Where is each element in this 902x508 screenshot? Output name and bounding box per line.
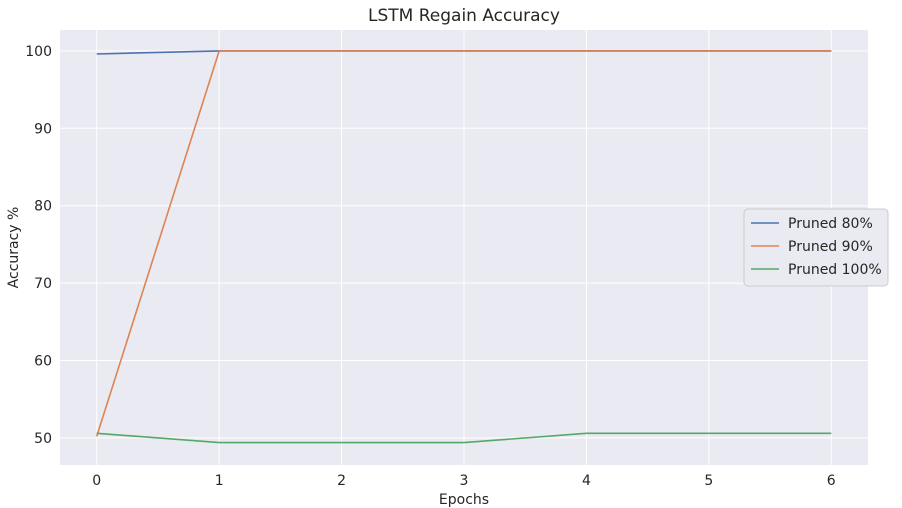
y-tick-label: 100 (25, 44, 52, 60)
chart-title: LSTM Regain Accuracy (368, 6, 560, 26)
x-tick-label: 2 (337, 473, 346, 489)
y-tick-label: 90 (34, 121, 52, 137)
legend-label: Pruned 100% (788, 262, 882, 278)
series-line (96, 432, 832, 444)
x-tick-label: 4 (582, 473, 591, 489)
x-axis-label: Epochs (439, 492, 489, 508)
x-tick-label: 0 (92, 473, 101, 489)
series-lines (95, 50, 832, 444)
x-tick-label: 5 (704, 473, 713, 489)
legend-box (743, 208, 889, 287)
x-tick-label: 3 (460, 473, 469, 489)
y-tick-label: 60 (34, 354, 52, 370)
legend-label: Pruned 80% (788, 216, 873, 232)
y-tick-label: 50 (34, 431, 52, 447)
x-tick-label: 1 (215, 473, 224, 489)
series-line (95, 50, 832, 437)
grid-lines (60, 30, 868, 465)
x-axis-ticks: 0 1 2 3 4 5 6 (92, 473, 836, 489)
y-tick-label: 80 (34, 199, 52, 215)
x-tick-label: 6 (827, 473, 836, 489)
y-tick-label: 70 (34, 276, 52, 292)
y-axis-ticks: 50 60 70 80 90 100 (25, 44, 52, 447)
legend-label: Pruned 90% (788, 239, 873, 255)
y-axis-label: Accuracy % (6, 207, 22, 289)
legend: Pruned 80% Pruned 90% Pruned 100% (743, 208, 889, 287)
